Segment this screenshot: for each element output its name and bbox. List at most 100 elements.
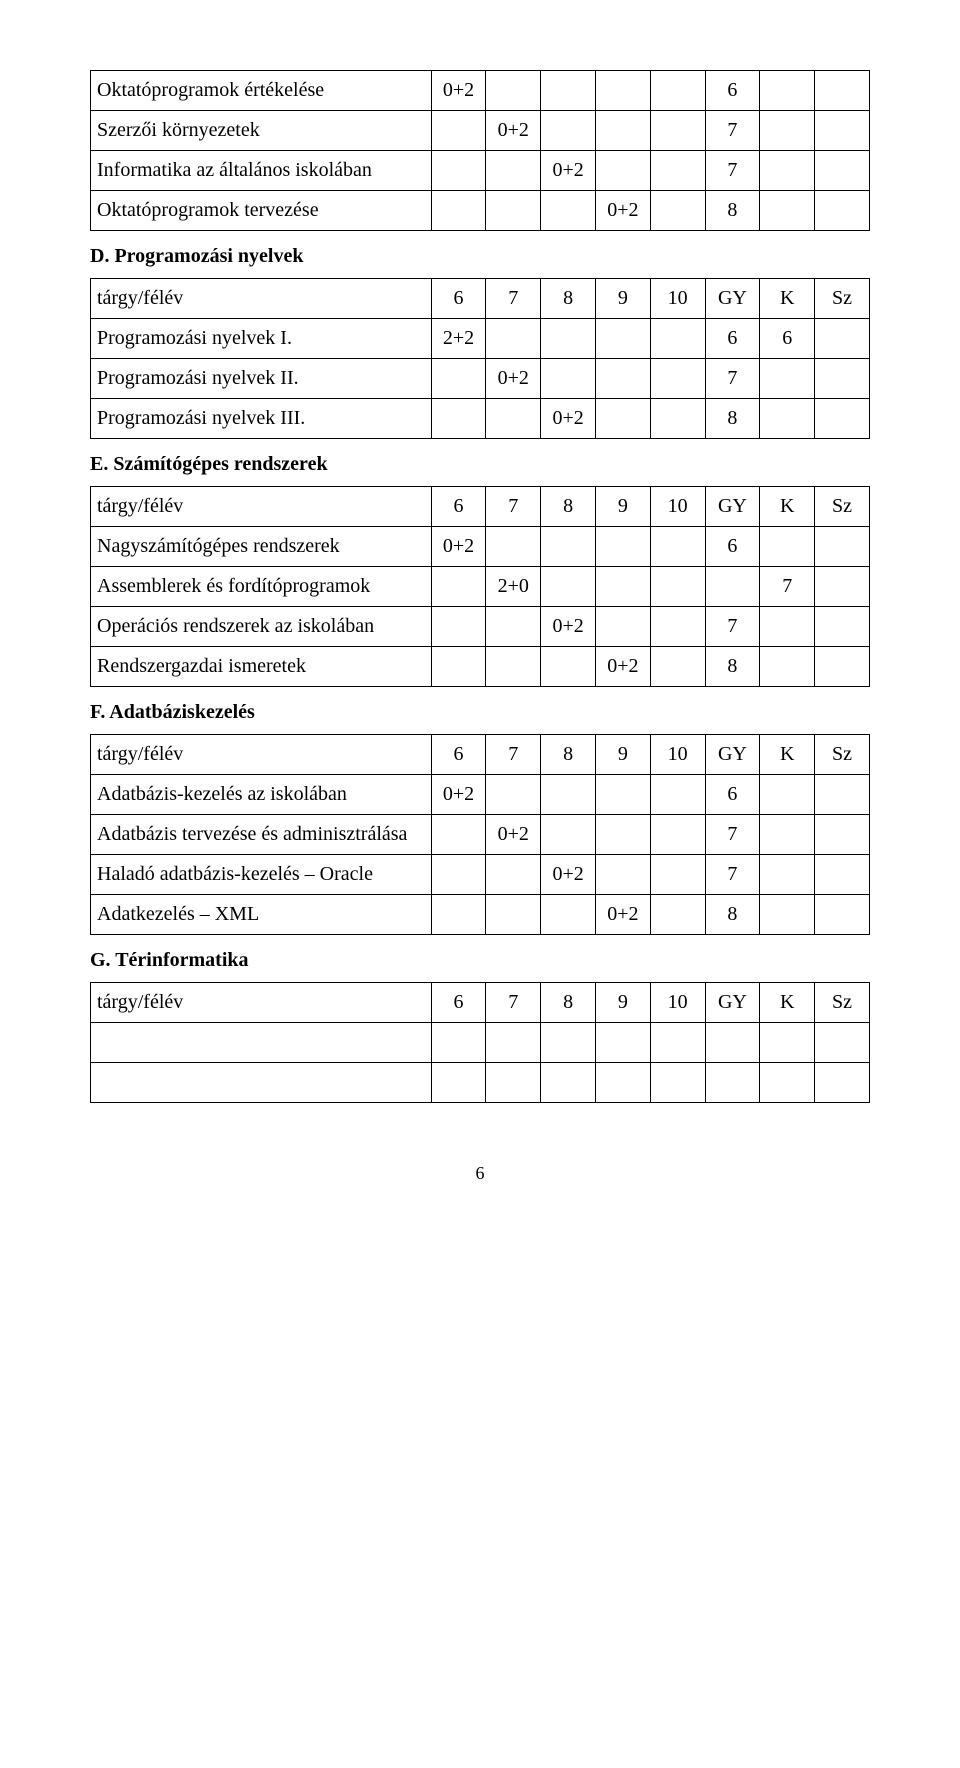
cell (486, 151, 541, 191)
cell (541, 359, 596, 399)
cell: 0+2 (541, 399, 596, 439)
col-header: 10 (650, 983, 705, 1023)
cell: 0+2 (541, 607, 596, 647)
cell (541, 895, 596, 935)
table-row: Oktatóprogramok értékelése 0+2 6 (91, 71, 870, 111)
cell (650, 1023, 705, 1063)
cell-label: Programozási nyelvek III. (91, 399, 432, 439)
cell (760, 399, 815, 439)
cell: 2+2 (431, 319, 486, 359)
section-heading-e: E. Számítógépes rendszerek (90, 453, 870, 476)
cell-label: Szerzői környezetek (91, 111, 432, 151)
cell (815, 567, 870, 607)
cell: 6 (705, 527, 760, 567)
cell (431, 567, 486, 607)
section-heading-d: D. Programozási nyelvek (90, 245, 870, 268)
cell (760, 191, 815, 231)
cell: 7 (705, 815, 760, 855)
cell (595, 607, 650, 647)
cell (815, 775, 870, 815)
cell (431, 191, 486, 231)
cell (815, 895, 870, 935)
cell (431, 815, 486, 855)
cell (760, 815, 815, 855)
table-row: Nagyszámítógépes rendszerek 0+2 6 (91, 527, 870, 567)
cell (486, 71, 541, 111)
cell (486, 191, 541, 231)
cell (705, 1063, 760, 1103)
cell: 6 (705, 775, 760, 815)
table-row: Programozási nyelvek III. 0+2 8 (91, 399, 870, 439)
cell (650, 895, 705, 935)
col-header: 6 (431, 983, 486, 1023)
cell (595, 1063, 650, 1103)
cell (541, 775, 596, 815)
cell (815, 855, 870, 895)
cell (815, 815, 870, 855)
cell: 0+2 (431, 775, 486, 815)
cell (486, 319, 541, 359)
cell (541, 191, 596, 231)
cell (595, 527, 650, 567)
cell: 8 (705, 399, 760, 439)
table-row: Informatika az általános iskolában 0+2 7 (91, 151, 870, 191)
cell (541, 111, 596, 151)
col-header: 7 (486, 735, 541, 775)
cell (760, 1063, 815, 1103)
col-header: 10 (650, 279, 705, 319)
cell: 7 (705, 855, 760, 895)
cell: 7 (760, 567, 815, 607)
col-header: Sz (815, 487, 870, 527)
cell (760, 359, 815, 399)
cell (595, 71, 650, 111)
table-row: Programozási nyelvek I. 2+2 6 6 (91, 319, 870, 359)
cell-label: Informatika az általános iskolában (91, 151, 432, 191)
cell (431, 151, 486, 191)
col-header: 7 (486, 983, 541, 1023)
cell (541, 527, 596, 567)
table-row: Rendszergazdai ismeretek 0+2 8 (91, 647, 870, 687)
cell (760, 1023, 815, 1063)
cell (650, 359, 705, 399)
cell (431, 359, 486, 399)
cell (541, 647, 596, 687)
cell: 0+2 (541, 151, 596, 191)
cell (595, 775, 650, 815)
col-header: K (760, 983, 815, 1023)
cell (650, 71, 705, 111)
cell: 7 (705, 111, 760, 151)
table-section-g: tárgy/félév 6 7 8 9 10 GY K Sz (90, 982, 870, 1103)
cell: 8 (705, 895, 760, 935)
table-section-c: Oktatóprogramok értékelése 0+2 6 Szerzői… (90, 70, 870, 231)
cell: 8 (705, 191, 760, 231)
table-row: Adatkezelés – XML 0+2 8 (91, 895, 870, 935)
cell (650, 1063, 705, 1103)
table-row (91, 1023, 870, 1063)
cell (595, 359, 650, 399)
col-header: 7 (486, 279, 541, 319)
table-header-row: tárgy/félév 6 7 8 9 10 GY K Sz (91, 279, 870, 319)
cell (760, 527, 815, 567)
cell (541, 319, 596, 359)
cell: 6 (705, 71, 760, 111)
cell-label: Adatbázis-kezelés az iskolában (91, 775, 432, 815)
col-header: 7 (486, 487, 541, 527)
cell (815, 71, 870, 111)
cell: 7 (705, 607, 760, 647)
cell (760, 607, 815, 647)
cell: 0+2 (595, 647, 650, 687)
cell (815, 399, 870, 439)
cell-label (91, 1063, 432, 1103)
cell (650, 607, 705, 647)
cell (595, 111, 650, 151)
col-header: K (760, 735, 815, 775)
col-header: Sz (815, 735, 870, 775)
table-row: Szerzői környezetek 0+2 7 (91, 111, 870, 151)
col-header: 8 (541, 735, 596, 775)
col-header: 9 (595, 735, 650, 775)
cell (815, 319, 870, 359)
cell: 0+2 (486, 359, 541, 399)
cell (760, 111, 815, 151)
col-header: K (760, 279, 815, 319)
cell (431, 607, 486, 647)
